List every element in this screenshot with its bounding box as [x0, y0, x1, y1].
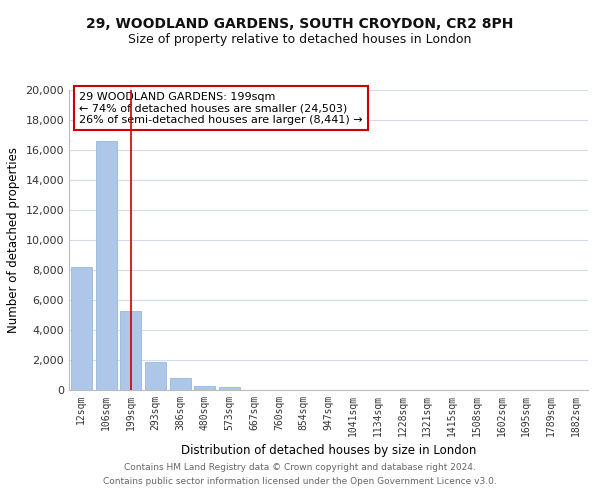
- Bar: [219, 387, 240, 390]
- Text: 29, WOODLAND GARDENS, SOUTH CROYDON, CR2 8PH: 29, WOODLAND GARDENS, SOUTH CROYDON, CR2…: [86, 18, 514, 32]
- Bar: [194, 386, 215, 390]
- X-axis label: Distribution of detached houses by size in London: Distribution of detached houses by size …: [181, 444, 476, 458]
- Text: 29 WOODLAND GARDENS: 199sqm
← 74% of detached houses are smaller (24,503)
26% of: 29 WOODLAND GARDENS: 199sqm ← 74% of det…: [79, 92, 363, 124]
- Bar: [95, 141, 116, 390]
- Bar: [71, 267, 92, 390]
- Y-axis label: Number of detached properties: Number of detached properties: [7, 147, 20, 333]
- Bar: [170, 378, 191, 390]
- Bar: [120, 310, 141, 390]
- Text: Contains public sector information licensed under the Open Government Licence v3: Contains public sector information licen…: [103, 477, 497, 486]
- Text: Contains HM Land Registry data © Crown copyright and database right 2024.: Contains HM Land Registry data © Crown c…: [124, 464, 476, 472]
- Bar: [145, 362, 166, 390]
- Text: Size of property relative to detached houses in London: Size of property relative to detached ho…: [128, 32, 472, 46]
